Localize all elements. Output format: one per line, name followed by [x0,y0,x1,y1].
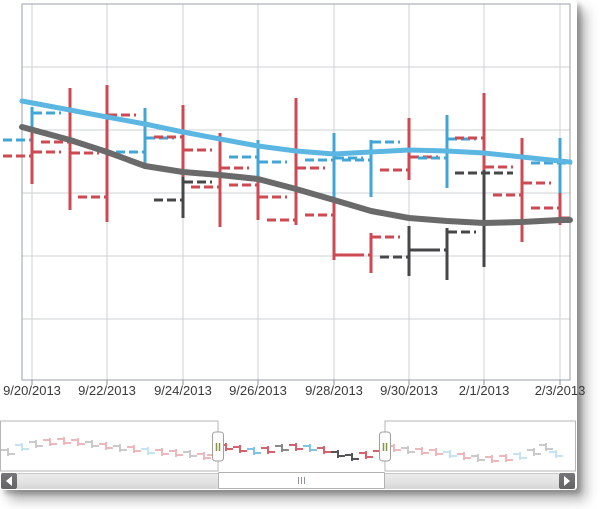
chart-panel: 9/20/2013 9/22/2013 9/24/2013 9/26/2013 9/28… [0,3,586,490]
ohlc-bar [455,93,513,172]
x-axis-label: 9/28/2013 [305,383,363,398]
ohlc-bar [267,98,325,225]
gray-trend [19,124,573,226]
range-overlay-right [384,420,576,472]
x-axis-label: 9/30/2013 [380,383,438,398]
right-arrow-icon [564,476,570,486]
ohlc-bar [380,226,438,276]
scroll-right-button[interactable] [559,473,575,489]
ohlc-bar [305,133,363,200]
blue-trend [19,98,573,165]
nav-mini-bar [247,447,261,455]
main-chart [3,3,573,385]
x-axis-label: 9/22/2013 [78,383,136,398]
ohlc-bar [342,233,400,273]
ohlc-bar [229,178,287,220]
nav-mini-bar [345,453,359,461]
scroll-left-button[interactable] [1,473,17,489]
nav-mini-bar [359,451,373,459]
thumb-grip-icon [301,477,302,484]
x-axis-label: 9/20/2013 [3,383,61,398]
nav-mini-bar [303,444,317,452]
ohlc-bar [418,228,476,280]
nav-mini-bar [233,445,247,453]
x-axis-label: 9/26/2013 [229,383,287,398]
nav-mini-bar [275,444,289,452]
thumb-grip-icon [298,477,299,484]
thumb-grip-icon [304,477,305,484]
x-axis-label: 2/3/2013 [534,383,586,398]
nav-mini-bar [317,446,331,454]
x-axis-label: 2/1/2013 [458,383,510,398]
nav-mini-bar [289,443,303,451]
range-navigator[interactable] [0,420,577,472]
chart-scrollbar[interactable] [0,472,577,490]
range-handle-left[interactable] [212,431,224,462]
range-handle-right[interactable] [379,431,391,462]
range-overlay-left [0,420,219,472]
ohlc-bar [191,133,249,227]
ohlc-series [3,85,572,280]
ohlc-bar [455,170,513,267]
ohlc-bar [154,177,212,218]
nav-mini-bar [331,450,345,458]
left-arrow-icon [6,476,12,486]
scrollbar-thumb[interactable] [218,472,385,489]
nav-mini-bar [261,446,275,454]
ohlc-bar [3,130,61,184]
x-axis-label: 9/24/2013 [154,383,212,398]
plot-border [21,3,571,381]
